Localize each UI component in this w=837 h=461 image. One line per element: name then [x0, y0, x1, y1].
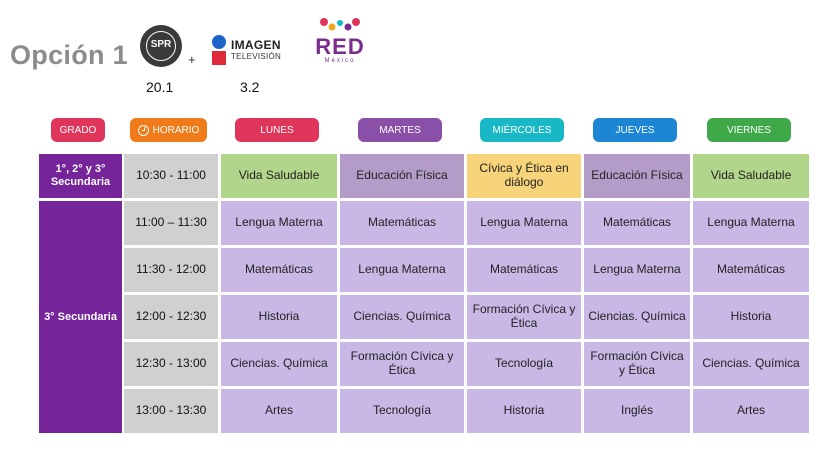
time-cell: 12:00 - 12:30 [124, 295, 218, 339]
imagen-blue-dot-icon [212, 35, 226, 49]
subject-cell: Lengua Materna [340, 248, 464, 292]
time-cell: 12:30 - 13:00 [124, 342, 218, 386]
subject-cell: Ciencias. Química [340, 295, 464, 339]
subject-cell: Formación Cívica y Ética [584, 342, 690, 386]
grado-cell: 1°, 2° y 3° Secundaria [39, 154, 122, 198]
subject-cell: Tecnología [340, 389, 464, 433]
page-title: Opción 1 [10, 40, 128, 70]
subject-cell: Matemáticas [221, 248, 337, 292]
spr-logo-text: SPR [150, 39, 172, 50]
subject-cell: Tecnología [467, 342, 581, 386]
imagen-television-logo: IMAGEN TELEVISIÓN [211, 32, 291, 68]
subject-cell: Cívica y Ética en diálogo [467, 154, 581, 198]
column-header-miercoles: MIÉRCOLES [480, 118, 564, 142]
spr-logo: SPR [140, 25, 182, 67]
time-cell: 11:00 – 11:30 [124, 201, 218, 245]
column-header-grado: GRADO [51, 118, 105, 142]
subject-cell: Historia [221, 295, 337, 339]
subject-cell: Lengua Materna [584, 248, 690, 292]
time-cell: 13:00 - 13:30 [124, 389, 218, 433]
subject-cell: Formación Cívica y Ética [467, 295, 581, 339]
red-mexico-logo: RED México [312, 16, 368, 68]
red-logo-title: RED [315, 34, 365, 59]
time-cell: 10:30 - 11:00 [124, 154, 218, 198]
subject-cell: Historia [693, 295, 809, 339]
subject-cell: Matemáticas [467, 248, 581, 292]
spr-logo-ring [146, 31, 176, 61]
plus-sign: + [188, 52, 196, 67]
spr-channel-number: 20.1 [146, 79, 174, 95]
imagen-logo-title: IMAGEN [231, 38, 281, 52]
column-header-lunes: LUNES [235, 118, 319, 142]
subject-cell: Lengua Materna [693, 201, 809, 245]
subject-cell: Inglés [584, 389, 690, 433]
subject-cell: Ciencias. Química [584, 295, 690, 339]
imagen-logo-subtitle: TELEVISIÓN [231, 52, 282, 61]
red-logo-subtitle: México [324, 58, 356, 64]
imagen-red-square-icon [212, 51, 226, 65]
subject-cell: Formación Cívica y Ética [340, 342, 464, 386]
column-header-martes: MARTES [358, 118, 442, 142]
subject-cell: Lengua Materna [221, 201, 337, 245]
column-header-viernes: VIERNES [707, 118, 791, 142]
subject-cell: Vida Saludable [221, 154, 337, 198]
column-header-horario: HORARIO [130, 118, 207, 142]
subject-cell: Historia [467, 389, 581, 433]
subject-cell: Matemáticas [340, 201, 464, 245]
column-header-jueves: JUEVES [593, 118, 677, 142]
subject-cell: Vida Saludable [693, 154, 809, 198]
subject-cell: Artes [221, 389, 337, 433]
time-cell: 11:30 - 12:00 [124, 248, 218, 292]
imagen-channel-number: 3.2 [240, 79, 260, 95]
column-header-horario-label: HORARIO [152, 124, 200, 136]
subject-cell: Educación Física [584, 154, 690, 198]
subject-cell: Ciencias. Química [693, 342, 809, 386]
subject-cell: Matemáticas [584, 201, 690, 245]
grado-cell: 3° Secundaria [39, 201, 122, 433]
red-logo-decoration-icon [320, 18, 360, 31]
subject-cell: Matemáticas [693, 248, 809, 292]
subject-cell: Artes [693, 389, 809, 433]
subject-cell: Ciencias. Química [221, 342, 337, 386]
clock-icon [137, 124, 149, 136]
subject-cell: Lengua Materna [467, 201, 581, 245]
subject-cell: Educación Física [340, 154, 464, 198]
